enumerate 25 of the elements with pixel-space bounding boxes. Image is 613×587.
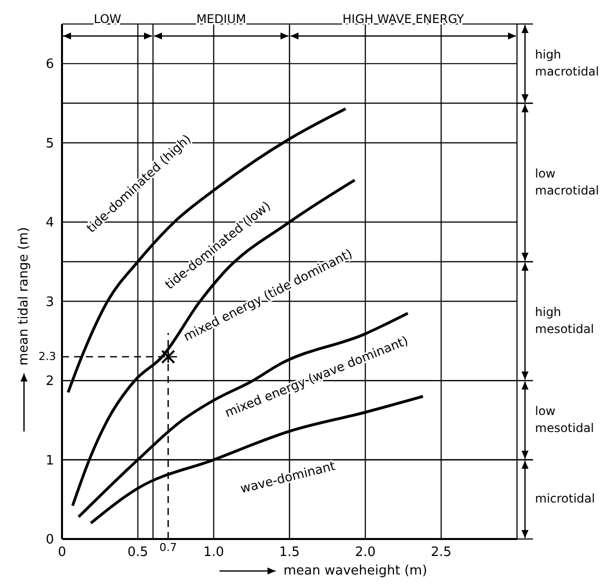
annotation: 2.3	[38, 350, 56, 363]
annotation: LOW	[94, 12, 122, 26]
x-tick-label: 0	[58, 545, 66, 560]
text: low mesotidal	[535, 404, 594, 436]
x-tick-label: 0.5	[127, 545, 148, 560]
x-tick-label: 2.5	[430, 545, 452, 560]
x-axis-title: mean waveheight (m)	[284, 564, 428, 579]
annotation: 0.7	[159, 541, 177, 554]
y-tick-label: 4	[46, 216, 54, 231]
x-tick-label: 1.0	[203, 545, 224, 560]
text: low macrotidal	[535, 166, 599, 198]
text: microtidal	[535, 492, 595, 506]
annotation: MEDIUM	[196, 12, 246, 26]
text: high mesotidal	[535, 305, 594, 336]
x-tick-label: 2.0	[354, 545, 376, 560]
annotation: HIGH WAVE ENERGY	[342, 12, 465, 26]
y-tick-label: 5	[46, 136, 54, 152]
y-tick-label: 1	[46, 453, 54, 468]
x-tick-label: 1.5	[279, 545, 300, 560]
y-tick-label: 3	[46, 294, 54, 310]
y-axis-title: mean tidal range (m)	[16, 227, 32, 366]
y-tick-label: 2	[46, 374, 54, 390]
y-tick-label: 0	[46, 532, 54, 548]
y-tick-label: 6	[46, 57, 54, 72]
text: high macrotidal	[535, 48, 599, 79]
